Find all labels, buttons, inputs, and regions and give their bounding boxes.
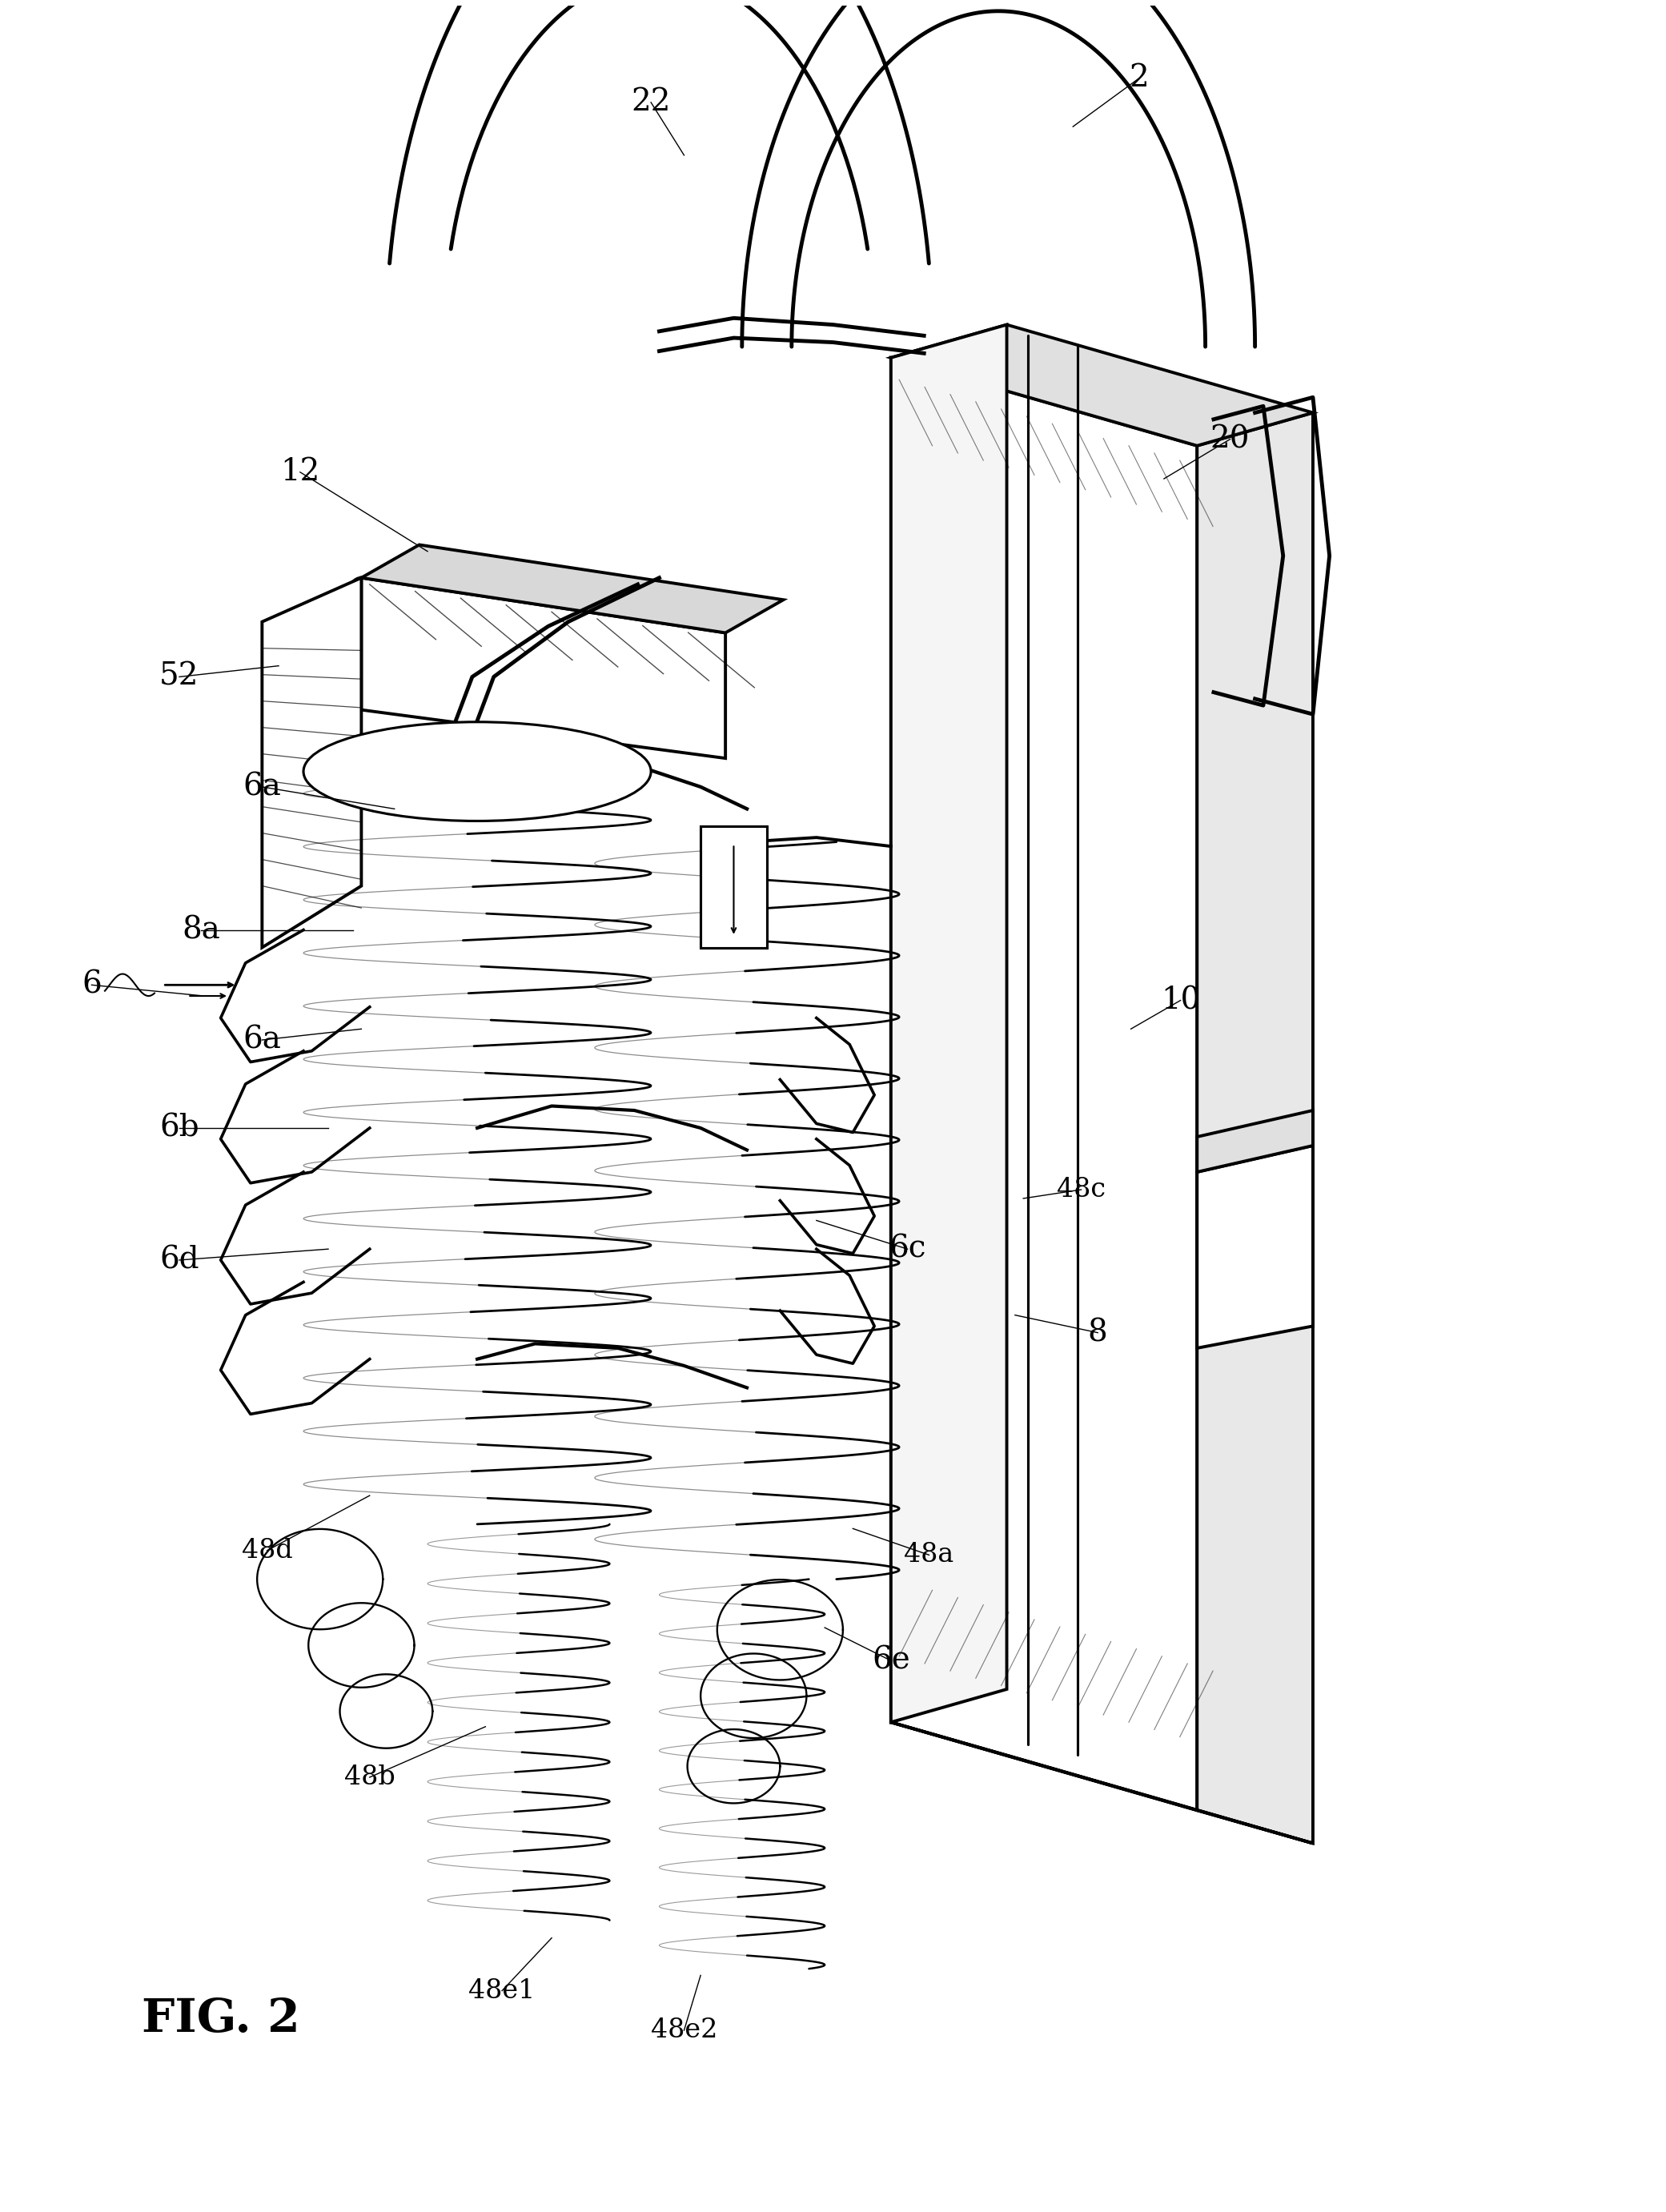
Polygon shape <box>891 325 1313 447</box>
Text: 22: 22 <box>631 88 671 117</box>
Text: 48d: 48d <box>242 1537 293 1564</box>
Polygon shape <box>891 1723 1313 1843</box>
Text: 8: 8 <box>1088 1318 1108 1347</box>
Polygon shape <box>262 577 362 947</box>
Text: 48e2: 48e2 <box>651 2017 718 2044</box>
FancyBboxPatch shape <box>701 827 766 947</box>
Text: 52: 52 <box>160 661 200 692</box>
Polygon shape <box>362 577 725 759</box>
Text: FIG. 2: FIG. 2 <box>142 1997 300 2042</box>
Text: 48b: 48b <box>345 1765 395 1790</box>
Text: 2: 2 <box>1130 64 1150 93</box>
Text: 6b: 6b <box>160 1113 200 1144</box>
Polygon shape <box>1198 1146 1313 1347</box>
Text: 6a: 6a <box>243 1024 282 1055</box>
Polygon shape <box>891 325 1006 1723</box>
Text: 10: 10 <box>1161 987 1200 1015</box>
Text: 6d: 6d <box>160 1245 200 1274</box>
Polygon shape <box>362 544 783 633</box>
Text: 6: 6 <box>82 971 102 1000</box>
Ellipse shape <box>303 721 651 821</box>
Polygon shape <box>1198 1110 1313 1172</box>
Text: 6e: 6e <box>871 1646 910 1674</box>
Text: 48a: 48a <box>905 1542 955 1568</box>
Text: 6c: 6c <box>890 1234 926 1263</box>
Text: 6a: 6a <box>243 772 282 801</box>
Text: 20: 20 <box>1211 425 1250 453</box>
Text: 12: 12 <box>280 458 320 487</box>
Polygon shape <box>1198 414 1313 1843</box>
Text: 8a: 8a <box>182 916 220 945</box>
Text: 48c: 48c <box>1056 1177 1106 1203</box>
Text: 48e1: 48e1 <box>468 1978 535 2004</box>
Polygon shape <box>891 358 1198 1809</box>
